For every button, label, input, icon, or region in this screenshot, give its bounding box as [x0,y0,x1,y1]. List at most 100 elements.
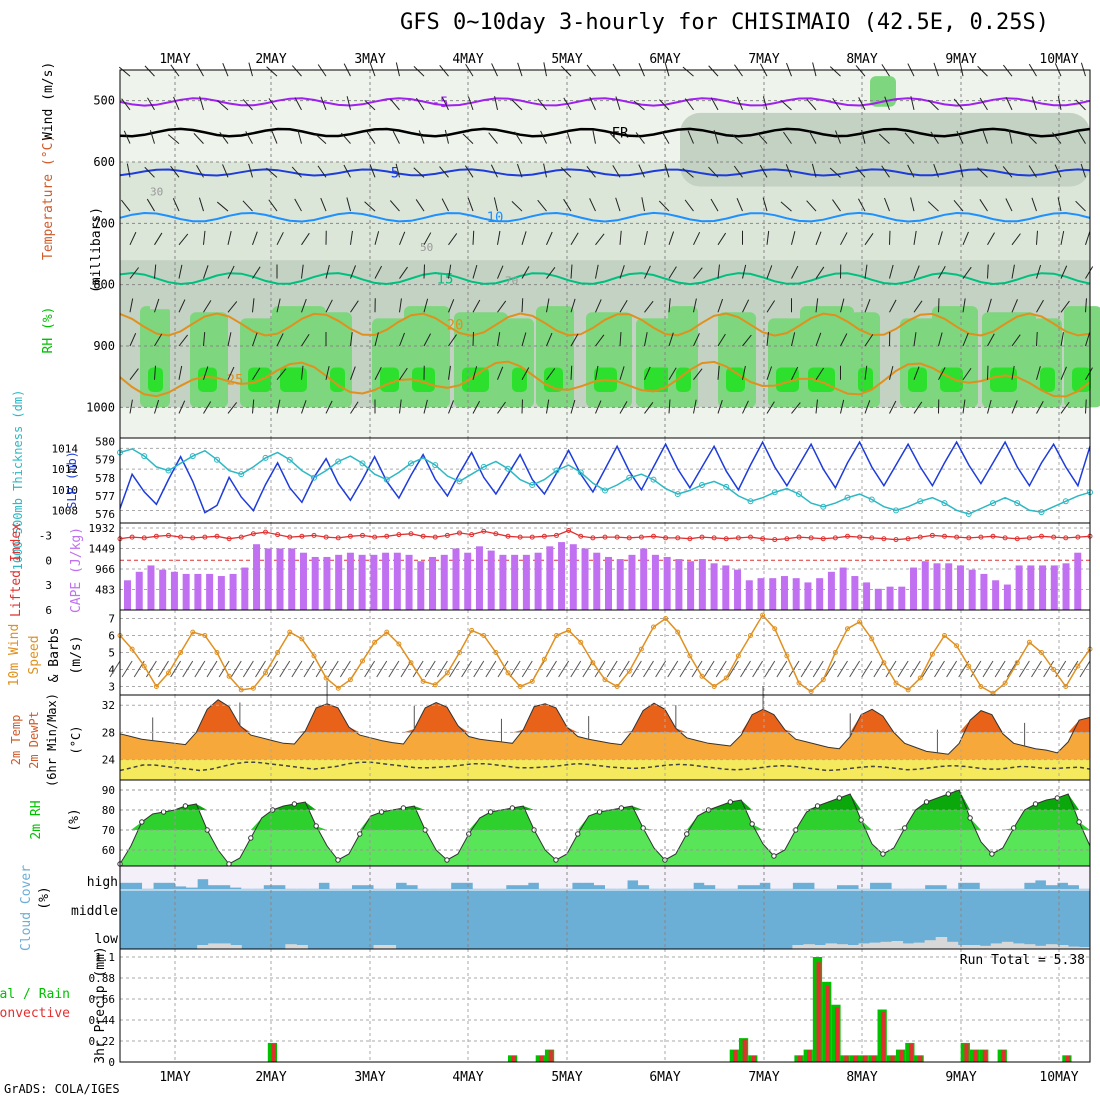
ylabel-cape: CAPE (J/kg) [69,527,84,613]
cape-bar [722,565,730,610]
wind-barb [878,133,890,144]
rh-patch-90 [280,367,307,392]
thickness-point [650,476,657,483]
wind-barb [497,332,501,347]
wind-speed-point [529,678,535,684]
wind-barb [953,98,964,111]
wind-speed-point [299,636,305,642]
wind-barb [570,232,579,246]
precip-convective-bar [982,1050,987,1062]
cape-bar [616,559,624,610]
wind-barb [390,98,400,111]
wind-speed-point [869,636,875,642]
cape-bar [147,565,155,610]
cloud-high-clear [318,866,330,883]
wind-barb [182,660,194,678]
wind-barb [472,299,481,313]
wind-barb [543,62,547,77]
cape-bar [640,548,648,610]
wind-barb [742,264,747,279]
wind-speed-point [711,684,717,689]
temp-tick-label: 24 [102,754,116,767]
wind-barb [467,96,474,111]
cloud-high-clear [715,866,727,889]
cloud-high-clear [153,866,165,883]
wind-speed-point [699,673,705,679]
wind-speed-line [119,613,1091,695]
precip-convective-bar [733,1050,738,1062]
cape-bar [217,576,225,610]
li-point [869,535,875,541]
cloud-low-bar [869,942,882,949]
slp-tick-label: 1010 [52,484,79,497]
cloud-low-bar [285,944,297,949]
wind-barb [203,401,212,414]
thickness-point [868,496,875,503]
thickness-point [383,476,390,483]
cape-bar [886,586,894,610]
slp-tick-label: 1012 [52,463,79,476]
wind-barb [364,99,376,111]
li-point [1051,534,1057,540]
wind-speed-point [687,653,693,659]
wind-speed-point [178,650,184,655]
li-point [335,535,341,541]
wind-speed-point [978,684,984,689]
wind-barb [682,167,694,178]
li-point [226,536,232,542]
wind-barb [291,65,302,77]
wind-barb [962,231,969,245]
rh-patch-80 [1064,306,1100,408]
wind-barb [279,660,291,678]
cape-tick-label: 483 [95,584,115,597]
wind-barb [710,97,719,111]
isotherm-label: 10 [487,210,504,226]
wind-barb [910,197,915,212]
wind-barb [742,365,746,380]
cloud-low-label: low [95,932,119,947]
li-point [238,534,244,540]
wind-barb [633,100,645,111]
li-point [784,536,790,542]
thickness-point [141,453,148,460]
rh-point [902,825,908,831]
wind-barb [320,96,327,111]
wind-barb [1060,230,1065,245]
cape-bar [605,556,612,610]
thickness-line [119,448,1091,515]
wind-barb [644,366,651,380]
wind-barb [266,167,278,178]
li-point [202,534,208,540]
precip-convective-bar [825,985,830,1062]
wind-barb [178,233,189,246]
wind-barb [1011,233,1021,246]
wind-barb [595,299,602,313]
wind-barb [448,299,455,313]
wind-barb [317,165,327,178]
cape-bar [1015,565,1023,610]
cape-bar [745,580,753,610]
wind-barb [1005,198,1013,212]
precip-convective-bar [807,1050,812,1062]
cloud-high-clear [494,866,507,889]
wind-barb [806,98,817,111]
wind-barb [350,332,353,347]
wind-barb [1060,401,1070,414]
li-point [311,532,317,538]
isotherm-label: 5 [391,165,399,181]
rh-patch-80 [932,306,978,408]
cloud-high-clear [627,866,639,881]
bottom-day-label: 4MAY [452,1070,483,1085]
isotherm-line [119,271,1091,286]
ylabel-precip: 3hr Precip (mm) [93,946,108,1063]
wind-barb [439,166,449,178]
cloud-low-bar [197,945,209,949]
wind-barb [546,368,556,381]
wind-barb [861,660,873,678]
cloud-high-clear [935,866,948,886]
wind-barb [644,231,648,245]
wind-barb [791,265,799,279]
rh-tick-label: 60 [102,844,115,857]
li-point [1002,535,1008,541]
wind-barb [710,198,719,212]
